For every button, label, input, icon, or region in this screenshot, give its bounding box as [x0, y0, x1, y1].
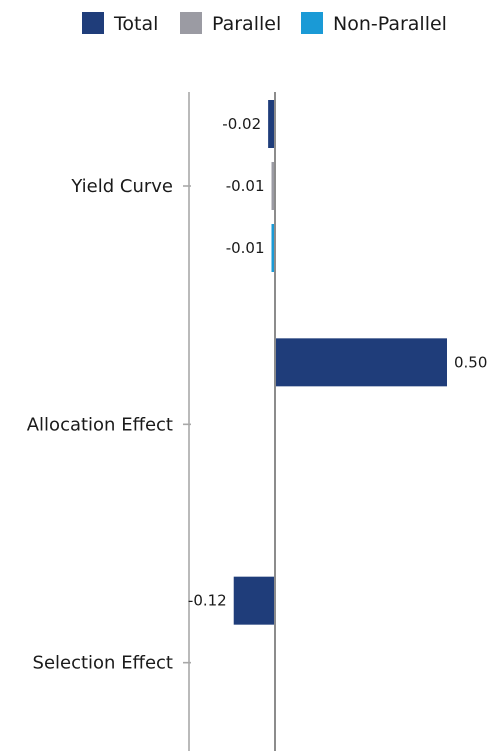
data-label-total-yield-curve: -0.02	[222, 115, 261, 133]
bar-total-allocation-effect	[275, 338, 447, 387]
category-labels: Yield Curve Allocation Effect Selection Ef…	[27, 176, 173, 674]
legend-swatch-non-parallel	[301, 12, 323, 34]
data-label-parallel-yield-curve: -0.01	[226, 177, 265, 195]
data-labels: -0.02 -0.01 -0.01 0.50 -0.12	[188, 115, 487, 610]
legend-swatch-parallel	[180, 12, 202, 34]
data-label-total-allocation-effect: 0.50	[454, 353, 487, 371]
bar-total-yield-curve	[268, 100, 275, 148]
legend-label-total: Total	[113, 13, 158, 35]
bars	[233, 100, 447, 625]
category-label-yield-curve: Yield Curve	[70, 176, 173, 197]
data-label-total-selection-effect: -0.12	[188, 592, 227, 610]
legend: Total Parallel Non-Parallel	[82, 12, 447, 35]
legend-swatch-total	[82, 12, 104, 34]
bar-non-parallel-yield-curve	[271, 224, 275, 272]
category-label-allocation-effect: Allocation Effect	[27, 414, 173, 435]
category-label-selection-effect: Selection Effect	[33, 653, 173, 674]
bar-parallel-yield-curve	[271, 162, 275, 210]
legend-label-non-parallel: Non-Parallel	[333, 13, 447, 35]
legend-label-parallel: Parallel	[212, 13, 281, 35]
data-label-non-parallel-yield-curve: -0.01	[226, 239, 265, 257]
category-ticks	[183, 185, 191, 664]
bar-total-selection-effect	[233, 576, 275, 625]
